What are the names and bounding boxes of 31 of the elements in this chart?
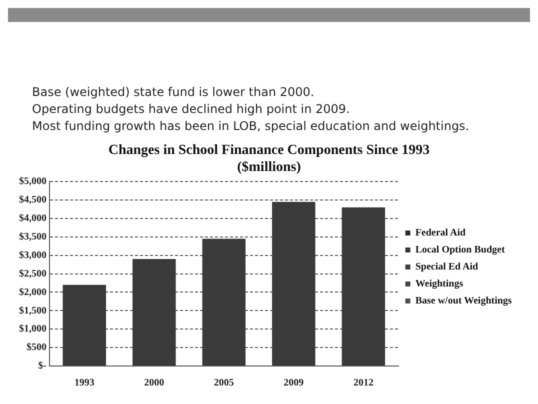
legend-label: Local Option Budget bbox=[415, 244, 506, 256]
legend-label: Federal Aid bbox=[415, 228, 466, 239]
y-tick-label: $4,000 bbox=[19, 213, 46, 224]
y-tick-label: $500 bbox=[26, 342, 46, 354]
y-tick-label: $5,000 bbox=[19, 176, 46, 188]
y-tick-label: $2,500 bbox=[19, 268, 46, 280]
x-tick-label: 2009 bbox=[284, 378, 304, 389]
bar bbox=[342, 207, 386, 366]
x-tick-label: 1993 bbox=[74, 378, 94, 389]
x-tick-label: 2000 bbox=[144, 378, 164, 389]
y-tick-label: $3,000 bbox=[19, 250, 46, 261]
bar bbox=[272, 202, 316, 366]
text: Operating budgets have declined high point in 2009. bbox=[32, 101, 351, 118]
text: Base (weighted) state fund is lower than 2000. bbox=[32, 84, 316, 101]
y-tick-label: $1,500 bbox=[19, 305, 46, 316]
text: Changes in School Finanance Components Since 1993 bbox=[108, 143, 430, 158]
text: Most funding growth has been in LOB, special education and weightings. bbox=[32, 118, 470, 135]
legend-label: Special Ed Aid bbox=[415, 262, 479, 273]
bar bbox=[132, 259, 176, 366]
legend-label: Base w/out Weightings bbox=[415, 296, 512, 307]
y-tick-label: $3,500 bbox=[19, 232, 46, 242]
text: ($millions) bbox=[237, 160, 301, 175]
bar bbox=[202, 238, 246, 366]
y-tick-label: $2,000 bbox=[19, 286, 46, 298]
x-tick-label: 2005 bbox=[214, 378, 234, 389]
x-tick-label: 2012 bbox=[353, 378, 374, 389]
bar bbox=[62, 284, 106, 366]
y-tick-label: $4,500 bbox=[19, 194, 46, 206]
y-tick-label: $- bbox=[38, 360, 46, 372]
y-tick-label: $1,000 bbox=[19, 324, 46, 335]
legend-label: Weightings bbox=[415, 278, 464, 290]
